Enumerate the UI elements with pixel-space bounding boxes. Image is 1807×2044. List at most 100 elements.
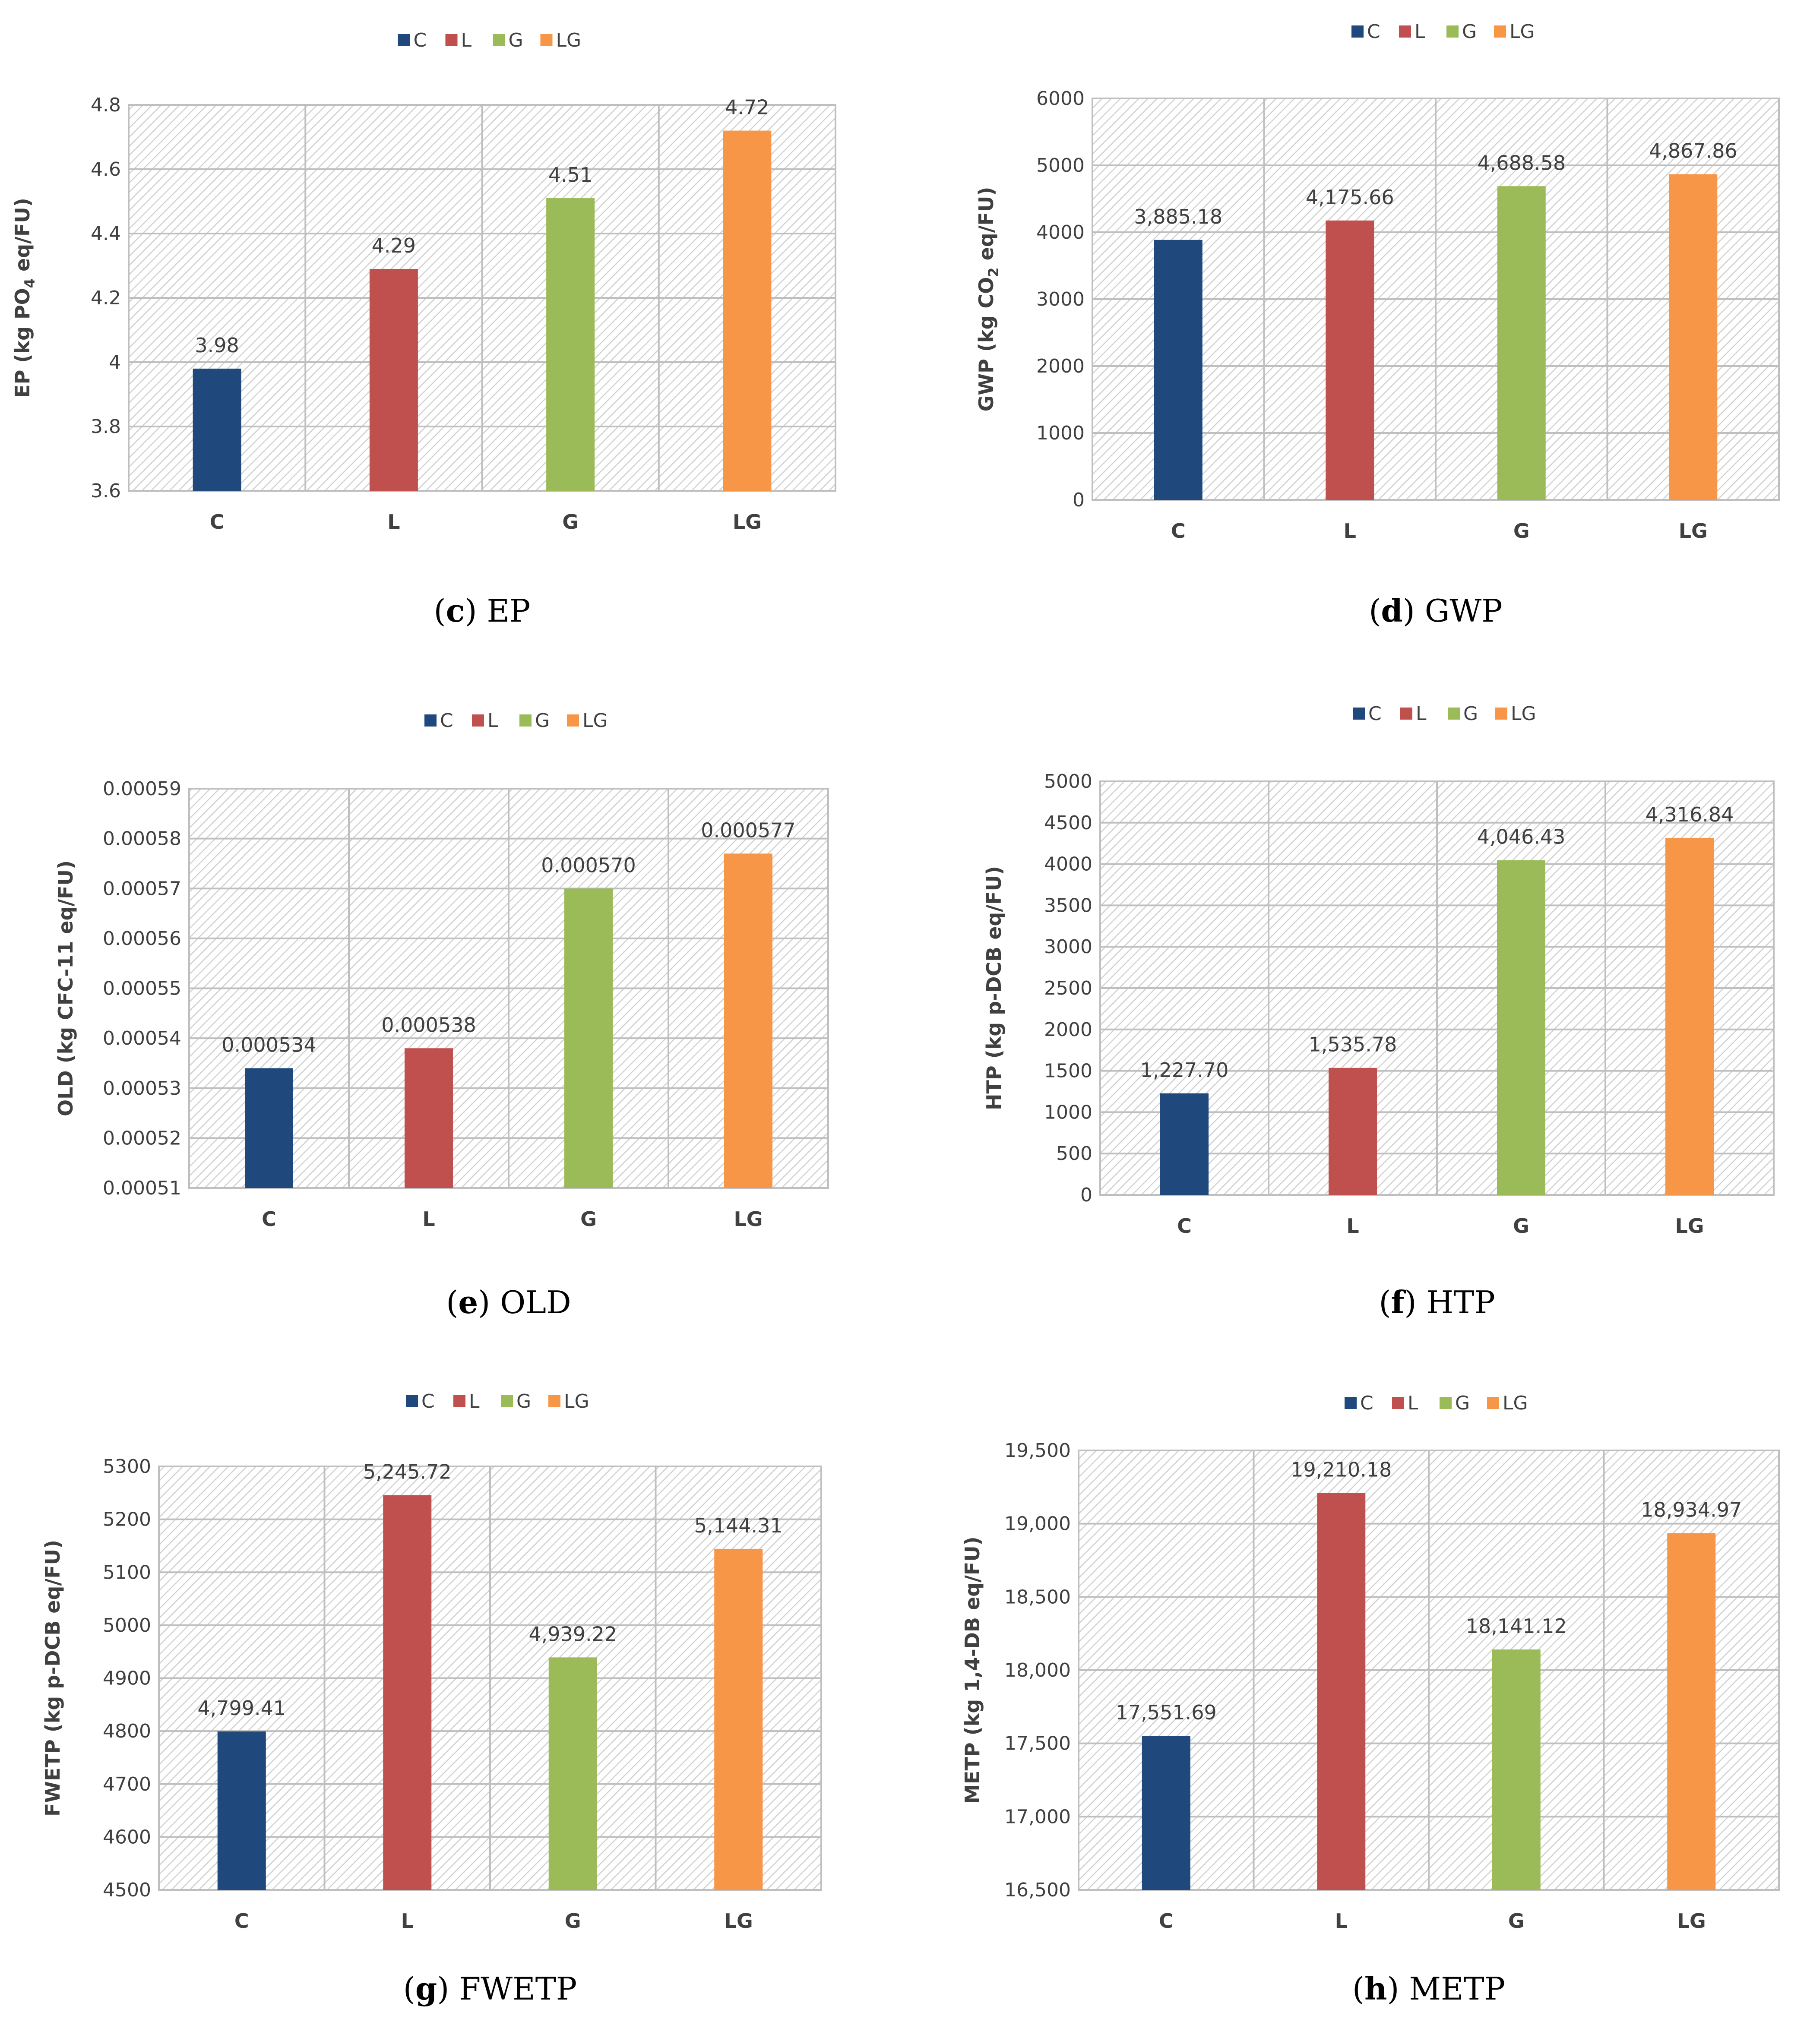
y-tick-label: 4800 xyxy=(103,1720,151,1742)
legend-label-l: L xyxy=(487,710,498,732)
y-tick-label: 4.8 xyxy=(91,94,121,116)
legend-swatch-c xyxy=(424,714,437,727)
legend-label-l: L xyxy=(1408,1392,1418,1414)
data-label-c: 17,551.69 xyxy=(1116,1701,1217,1724)
panel-caption: (g) FWETP xyxy=(403,1970,577,2007)
data-label-l: 5,245.72 xyxy=(363,1460,452,1484)
bar-lg xyxy=(723,130,772,491)
legend-label-lg: LG xyxy=(564,1390,589,1412)
y-tick-label: 4600 xyxy=(103,1826,151,1848)
y-tick-label: 0.00054 xyxy=(103,1027,181,1049)
legend-label-c: C xyxy=(440,710,453,732)
data-label-l: 19,210.18 xyxy=(1291,1458,1392,1481)
bar-lg xyxy=(1669,174,1718,500)
x-tick-label-l: L xyxy=(1335,1909,1348,1933)
x-tick-label-g: G xyxy=(565,1909,581,1933)
y-tick-label: 2000 xyxy=(1044,1019,1092,1041)
y-tick-label: 3000 xyxy=(1044,936,1092,958)
y-axis-title: OLD (kg CFC-11 eq/FU) xyxy=(54,860,77,1116)
x-tick-label-lg: LG xyxy=(1679,519,1708,543)
legend-label-g: G xyxy=(1462,21,1477,43)
legend-swatch-c xyxy=(1351,25,1364,38)
bar-g xyxy=(1497,860,1545,1195)
x-tick-label-l: L xyxy=(387,510,400,534)
y-tick-label: 0.00055 xyxy=(103,978,181,1000)
x-tick-label-l: L xyxy=(1344,519,1356,543)
panel-caption: (d) GWP xyxy=(1369,592,1502,629)
x-tick-label-l: L xyxy=(401,1909,414,1933)
data-label-l: 0.000538 xyxy=(381,1013,476,1036)
legend-label-c: C xyxy=(1368,703,1382,725)
legend-swatch-lg xyxy=(540,34,553,46)
legend-swatch-c xyxy=(406,1395,418,1407)
legend: C L G LG xyxy=(1345,1392,1528,1414)
y-tick-label: 4700 xyxy=(103,1773,151,1795)
legend-swatch-lg xyxy=(567,714,579,727)
data-label-l: 1,535.78 xyxy=(1309,1033,1397,1056)
legend-swatch-l xyxy=(445,34,458,46)
data-label-l: 4.29 xyxy=(372,234,416,257)
bar-c xyxy=(193,368,241,491)
data-label-lg: 18,934.97 xyxy=(1641,1498,1742,1522)
chart-panel-metp: C L G LG16,50017,00017,50018,00018,50019,00… xyxy=(961,1392,1780,2007)
legend: C L G LG xyxy=(398,29,581,51)
y-tick-label: 17,500 xyxy=(1004,1733,1071,1755)
legend-label-lg: LG xyxy=(1510,21,1535,43)
y-tick-label: 4500 xyxy=(103,1879,151,1901)
plot-border xyxy=(158,1466,822,1891)
y-tick-label: 0.00058 xyxy=(103,828,181,850)
data-label-g: 4,046.43 xyxy=(1477,825,1566,849)
y-tick-label: 0 xyxy=(1073,489,1085,511)
legend-swatch-l xyxy=(1399,25,1411,38)
chart-panel-old: C L G LG0.000510.000520.000530.000540.00055… xyxy=(54,710,829,1321)
y-tick-label: 0.00059 xyxy=(103,778,181,800)
bar-lg xyxy=(714,1548,763,1890)
legend-label-l: L xyxy=(1416,703,1427,725)
y-tick-label: 3.8 xyxy=(91,416,121,438)
y-tick-label: 19,000 xyxy=(1004,1513,1071,1535)
legend-swatch-g xyxy=(493,34,505,46)
y-axis-title: GWP (kg CO2 eq/FU) xyxy=(975,187,1002,412)
panel-caption: (c) EP xyxy=(434,592,531,629)
y-tick-label: 5000 xyxy=(1044,771,1092,793)
y-tick-label: 3000 xyxy=(1036,288,1085,310)
x-tick-label-g: G xyxy=(580,1207,597,1231)
legend-swatch-l xyxy=(472,714,484,727)
x-tick-label-g: G xyxy=(1513,519,1530,543)
legend-swatch-g xyxy=(519,714,532,727)
y-tick-label: 0 xyxy=(1080,1184,1092,1206)
legend-label-g: G xyxy=(535,710,550,732)
x-tick-label-l: L xyxy=(422,1207,435,1231)
legend-swatch-g xyxy=(1440,1397,1452,1409)
y-tick-label: 18,500 xyxy=(1004,1586,1071,1608)
bar-c xyxy=(217,1731,266,1890)
data-label-l: 4,175.66 xyxy=(1306,186,1394,209)
x-tick-label-lg: LG xyxy=(1675,1214,1704,1238)
bar-g xyxy=(1492,1649,1541,1890)
data-label-g: 0.000570 xyxy=(541,853,636,877)
y-tick-label: 19,500 xyxy=(1004,1440,1071,1462)
y-tick-label: 4.2 xyxy=(91,287,121,309)
bar-c xyxy=(1160,1093,1209,1195)
y-tick-label: 3500 xyxy=(1044,894,1092,916)
y-axis-title: EP (kg PO4 eq/FU) xyxy=(11,198,38,398)
bar-g xyxy=(1497,186,1546,500)
legend-label-lg: LG xyxy=(582,710,608,732)
y-tick-label: 5200 xyxy=(103,1509,151,1531)
y-tick-label: 18,000 xyxy=(1004,1659,1071,1681)
data-label-lg: 5,144.31 xyxy=(694,1514,783,1537)
data-label-c: 4,799.41 xyxy=(197,1696,286,1720)
bar-l xyxy=(1326,220,1374,500)
chart-panel-gwp: C L G LG01000200030004000500060003,885.18C4… xyxy=(975,21,1780,629)
y-tick-label: 5000 xyxy=(103,1614,151,1636)
legend-label-lg: LG xyxy=(1503,1392,1528,1414)
legend: C L G LG xyxy=(406,1390,589,1412)
legend: C L G LG xyxy=(1353,703,1536,725)
bar-lg xyxy=(1665,837,1714,1195)
y-tick-label: 4900 xyxy=(103,1668,151,1690)
data-label-c: 0.000534 xyxy=(222,1033,316,1057)
plot-border xyxy=(128,104,836,492)
bar-g xyxy=(548,1657,597,1890)
x-tick-label-lg: LG xyxy=(1677,1909,1706,1933)
x-tick-label-lg: LG xyxy=(733,510,762,534)
